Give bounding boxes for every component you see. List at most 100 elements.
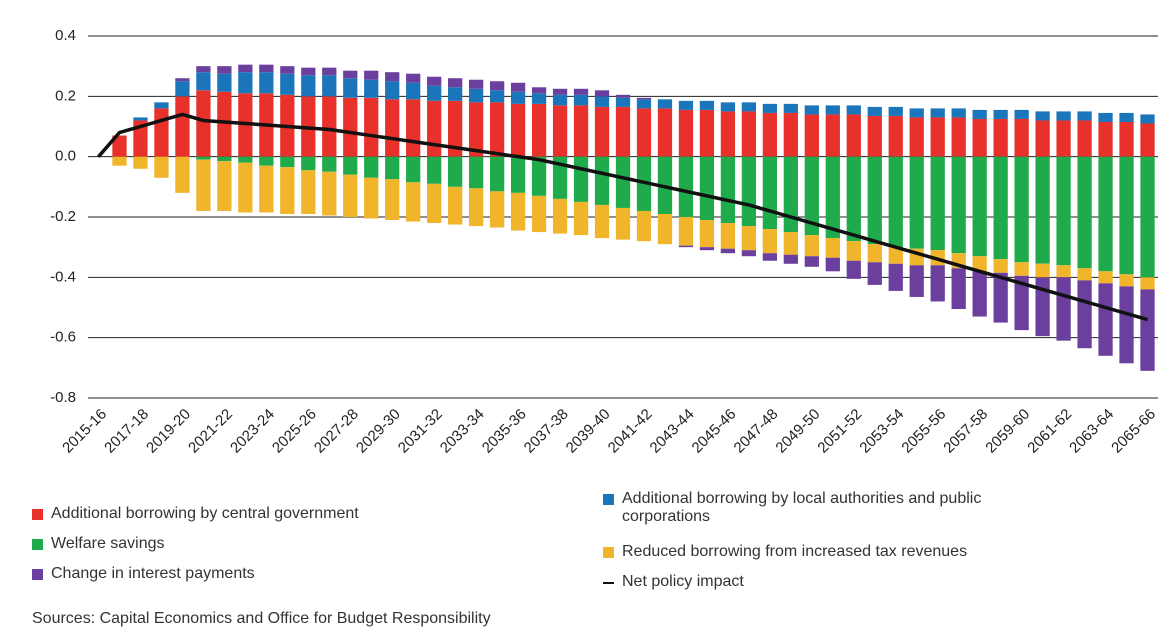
x-tick-label: 2055-56 bbox=[898, 406, 949, 457]
bar-segment bbox=[196, 66, 211, 73]
bar-segment bbox=[846, 241, 861, 261]
bar-segment bbox=[364, 79, 379, 98]
bar-segment bbox=[343, 97, 358, 157]
y-tick-label: -0.6 bbox=[50, 329, 76, 346]
bar-segment bbox=[678, 217, 694, 246]
bar-segment bbox=[1119, 121, 1134, 157]
bar-segment bbox=[489, 90, 505, 103]
bar-segment bbox=[972, 271, 987, 317]
x-tick-label: 2059-60 bbox=[982, 406, 1033, 457]
bar-segment bbox=[133, 120, 148, 157]
bar-segment bbox=[301, 67, 316, 76]
bar-segment bbox=[448, 100, 463, 157]
bar-segment bbox=[1056, 120, 1071, 157]
bar-segment bbox=[489, 191, 505, 228]
bar-segment bbox=[909, 108, 924, 118]
bar-segment bbox=[615, 207, 631, 240]
bar-segment bbox=[930, 265, 945, 302]
bar-segment bbox=[364, 177, 379, 219]
bar-segment bbox=[888, 115, 903, 157]
bar-segment bbox=[154, 102, 169, 109]
bar-segment bbox=[406, 73, 421, 83]
bar-segment bbox=[1035, 156, 1050, 264]
legend-swatch bbox=[603, 494, 614, 505]
bar-segment bbox=[741, 156, 757, 227]
bar-segment bbox=[1014, 262, 1029, 276]
bar-segment bbox=[531, 103, 547, 157]
bar-segment bbox=[573, 156, 589, 202]
bar-segment bbox=[510, 82, 526, 92]
bar-segment bbox=[175, 156, 190, 193]
legend-item: Welfare savings bbox=[32, 535, 572, 553]
bar-segment bbox=[259, 64, 274, 73]
source-note: Sources: Capital Economics and Office fo… bbox=[32, 610, 491, 627]
bar-segment bbox=[657, 99, 673, 109]
bar-segment bbox=[636, 99, 652, 109]
bar-segment bbox=[804, 105, 819, 115]
bar-segment bbox=[343, 70, 358, 79]
legend-label: Net policy impact bbox=[622, 573, 744, 590]
bar-segment bbox=[1077, 120, 1092, 157]
legend-label: Welfare savings bbox=[51, 535, 165, 552]
bar-segment bbox=[280, 73, 295, 95]
bar-segment bbox=[972, 109, 987, 119]
bar-segment bbox=[972, 156, 987, 257]
bar-segment bbox=[951, 156, 966, 254]
bar-segment bbox=[636, 210, 652, 242]
bar-segment bbox=[364, 97, 379, 157]
bar-segment bbox=[1119, 286, 1134, 364]
y-tick-label: 0.0 bbox=[55, 148, 76, 165]
bar-segment bbox=[175, 81, 190, 97]
legend-swatch bbox=[603, 547, 614, 558]
bar-segment bbox=[762, 103, 777, 113]
bar-segment bbox=[552, 105, 568, 157]
x-tick-label: 2021-22 bbox=[185, 406, 236, 457]
y-tick-label: -0.4 bbox=[50, 268, 76, 285]
bar-segment bbox=[930, 156, 945, 251]
bar-segment bbox=[804, 156, 819, 236]
bar-segment bbox=[343, 174, 358, 217]
x-tick-label: 2047-48 bbox=[731, 406, 782, 457]
bar-segment bbox=[154, 156, 169, 178]
bar-segment bbox=[678, 156, 694, 217]
bar-segment bbox=[259, 72, 274, 94]
bar-segment bbox=[930, 108, 945, 118]
bar-segment bbox=[573, 88, 589, 95]
bar-segment bbox=[322, 75, 337, 97]
bar-segment bbox=[909, 265, 924, 297]
bar-segment bbox=[1119, 112, 1134, 122]
bar-segment bbox=[867, 156, 882, 245]
legend-item: Reduced borrowing from increased tax rev… bbox=[603, 543, 1043, 561]
bar-segment bbox=[1035, 263, 1050, 278]
bar-segment bbox=[573, 94, 589, 106]
bar-segment bbox=[510, 156, 526, 193]
legend-label: Additional borrowing by central governme… bbox=[51, 505, 359, 522]
bar-segment bbox=[951, 108, 966, 118]
bar-segment bbox=[196, 72, 211, 91]
bar-segment bbox=[112, 156, 127, 166]
bar-segment bbox=[217, 66, 232, 74]
bar-segment bbox=[448, 186, 463, 225]
bar-segment bbox=[427, 85, 442, 101]
bar-segment bbox=[720, 102, 736, 112]
bar-segment bbox=[741, 102, 757, 112]
bar-segment bbox=[280, 156, 295, 168]
bar-segment bbox=[112, 135, 127, 157]
y-tick-label: -0.2 bbox=[50, 208, 76, 225]
bar-segment bbox=[1098, 156, 1113, 272]
bar-segment bbox=[972, 118, 987, 157]
bar-segment bbox=[930, 117, 945, 157]
bar-segment bbox=[888, 247, 903, 264]
bar-segment bbox=[469, 156, 484, 189]
bar-segment bbox=[699, 220, 715, 248]
bar-segment bbox=[594, 90, 610, 97]
bar-segment bbox=[678, 100, 694, 110]
bar-segment bbox=[196, 159, 211, 211]
bar-segment bbox=[133, 117, 148, 121]
bar-segment bbox=[993, 156, 1008, 260]
bar-segment bbox=[741, 111, 757, 157]
bar-segment bbox=[573, 105, 589, 157]
x-tick-label: 2049-50 bbox=[773, 406, 824, 457]
x-tick-label: 2033-34 bbox=[437, 406, 488, 457]
